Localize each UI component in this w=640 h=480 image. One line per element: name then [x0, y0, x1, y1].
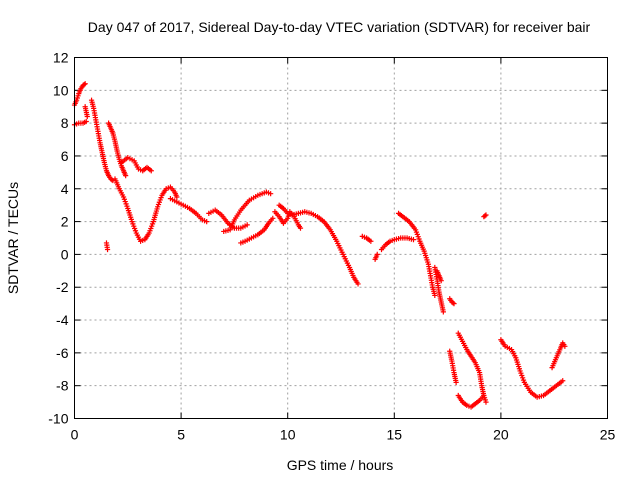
data-point [482, 213, 488, 219]
y-tick-label: 12 [53, 50, 69, 66]
chart-title: Day 047 of 2017, Sidereal Day-to-day VTE… [88, 19, 591, 35]
y-tick-label: -4 [56, 312, 69, 328]
data-point [355, 281, 361, 287]
data-point [244, 222, 250, 228]
plot-frame [74, 57, 608, 419]
data-point [81, 81, 87, 88]
axis-ticks: 0 5 10 15 20 25 -10 -8 -6 -4 -2 0 2 4 6 8 10 12 [48, 50, 615, 443]
data-point [438, 278, 444, 284]
data-point [450, 300, 456, 306]
data-point [297, 225, 304, 231]
data-point [432, 292, 438, 299]
data-point [483, 212, 489, 218]
y-tick-label: 4 [61, 181, 69, 197]
data-point [84, 113, 90, 120]
data-point [374, 251, 380, 258]
data-point [123, 173, 129, 179]
x-tick-label: 5 [177, 427, 185, 443]
data-point [204, 218, 210, 225]
data-point [82, 81, 88, 87]
data-point [562, 343, 568, 349]
data-point [483, 399, 489, 405]
y-tick-label: 2 [61, 214, 69, 230]
y-tick-label: 6 [61, 148, 69, 164]
data-point [104, 246, 111, 253]
data-points [71, 81, 568, 410]
y-tick-label: -10 [48, 411, 68, 427]
data-point [83, 118, 89, 125]
data-point [440, 309, 446, 315]
x-tick-label: 15 [387, 427, 403, 443]
y-tick-label: -6 [56, 345, 69, 361]
data-point [453, 379, 459, 385]
data-point [148, 168, 154, 174]
y-axis-label: SDTVAR / TECUs [5, 182, 21, 294]
data-point [410, 237, 417, 243]
data-point [268, 191, 274, 197]
x-tick-label: 0 [71, 427, 79, 443]
y-tick-label: 10 [53, 82, 69, 98]
data-point [560, 378, 566, 384]
data-point [109, 177, 115, 183]
grid [74, 57, 608, 419]
data-point [368, 238, 374, 244]
x-axis-label: GPS time / hours [287, 457, 394, 473]
y-tick-label: -8 [56, 378, 69, 394]
x-tick-label: 25 [600, 427, 616, 443]
data-point [270, 215, 276, 221]
x-tick-label: 20 [493, 427, 509, 443]
y-tick-label: -2 [56, 279, 69, 295]
y-tick-label: 8 [61, 115, 69, 131]
x-tick-label: 10 [280, 427, 296, 443]
data-point [451, 301, 457, 307]
y-tick-label: 0 [61, 246, 69, 262]
data-point [174, 194, 180, 200]
